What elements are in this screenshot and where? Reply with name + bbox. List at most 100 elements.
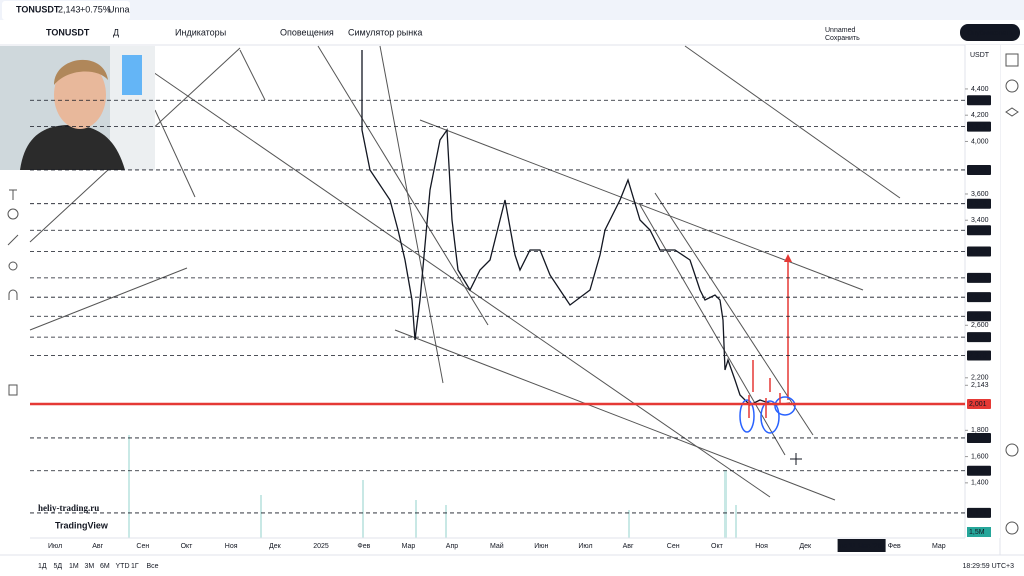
price-tick-label: 3,400: [971, 217, 989, 224]
price-tick-label: 2,600: [971, 322, 989, 329]
current-price-label: 2,143: [971, 382, 989, 389]
clock: 18:29:59 UTC+3: [962, 563, 1014, 570]
time-label: Ноя: [755, 543, 768, 550]
price-tick-label: 3,600: [971, 191, 989, 198]
level-badge: [967, 292, 991, 303]
publish: Опубликовать: [967, 29, 1013, 37]
replay[interactable]: Симулятор рынка: [348, 27, 422, 37]
time-label: Апр: [446, 543, 458, 550]
volume-label: 1,5M: [969, 529, 985, 536]
range-button[interactable]: 1Д: [38, 563, 47, 570]
alerts[interactable]: Оповещения: [280, 27, 334, 37]
level-badge: [967, 225, 991, 236]
level-badge: [967, 311, 991, 322]
time-label: Окт: [711, 543, 724, 550]
tab-change: +0.75%: [80, 4, 111, 14]
time-label: Июл: [48, 543, 62, 550]
level-label: 3,526: [969, 201, 987, 208]
level-badge: [967, 272, 991, 283]
webcam: [0, 46, 155, 170]
volume-badge: [967, 527, 991, 537]
level-badge: [967, 432, 991, 443]
volume-bars: [128, 435, 737, 538]
price-tick-label: 4,400: [971, 86, 989, 93]
interval[interactable]: Д: [113, 27, 119, 37]
level-badge: [967, 121, 991, 132]
level-badge: [967, 164, 991, 175]
price-tick-label: 4,000: [971, 138, 989, 145]
time-label: Дек: [269, 543, 282, 550]
tab-rest: Unna: [108, 4, 130, 14]
level-label: 2,510: [969, 334, 987, 341]
range-button[interactable]: 3М: [85, 563, 95, 570]
time-cursor-badge: [837, 539, 886, 552]
range-button[interactable]: 1Г: [131, 563, 139, 570]
price-tick-label: 1,800: [971, 427, 989, 434]
time-label: Авг: [92, 543, 103, 550]
time-label: Авг: [623, 543, 634, 550]
left-tools: [0, 170, 28, 540]
toolbar: [0, 20, 1024, 45]
publish-button[interactable]: [960, 24, 1020, 41]
level-badge: [967, 398, 991, 409]
level-badge: [967, 507, 991, 518]
price-tick-label: 1,400: [971, 480, 989, 487]
time-label: 2025: [313, 543, 329, 550]
tab-bar: [0, 0, 1024, 20]
tool-icons: [7, 189, 19, 396]
range-button[interactable]: 6М: [100, 563, 110, 570]
time-label: Фев: [888, 543, 901, 550]
tab-price: 2,143: [58, 4, 81, 14]
trend-lines: [29, 45, 901, 501]
sidebar-icons: [1005, 53, 1019, 535]
time-label: Июл: [578, 543, 592, 550]
time-label: вс 11 Янв '26: [840, 543, 882, 550]
watermark-brand: TradingView: [55, 520, 109, 530]
price-path: [361, 50, 791, 406]
range-button[interactable]: 1М: [69, 563, 79, 570]
range-button[interactable]: Все: [147, 563, 159, 570]
price-tick-label: 2,200: [971, 375, 989, 382]
level-label: 3,783: [969, 167, 987, 174]
level-label: 1,742: [969, 435, 987, 442]
symbol[interactable]: TONUSDT: [46, 27, 90, 37]
time-label: Окт: [181, 543, 194, 550]
time-label: Сен: [667, 543, 680, 550]
time-label: Дек: [799, 543, 812, 550]
tab-title: TONUSDT: [16, 4, 60, 14]
layout-name[interactable]: Unnamed: [825, 27, 855, 34]
bottom-bar: [0, 555, 1024, 576]
level-label: 1,492: [969, 468, 987, 475]
level-badge: [967, 350, 991, 361]
level-label: 2,370: [969, 352, 987, 359]
price-tick-label: 1,600: [971, 453, 989, 460]
layout-status: Сохранить: [825, 35, 860, 42]
range-button[interactable]: 5Д: [54, 563, 63, 570]
level-label: 3,162: [969, 248, 987, 255]
time-label: Сен: [136, 543, 149, 550]
time-label: Июн: [534, 543, 548, 550]
level-label: 2,961: [969, 275, 987, 282]
time-label: Май: [490, 542, 504, 550]
level-label: 2,001: [969, 401, 987, 408]
level-label: 4,314: [969, 97, 987, 104]
time-label: Ноя: [225, 543, 238, 550]
level-badge: [967, 246, 991, 257]
level-label: 1,171: [969, 510, 987, 517]
level-badge: [967, 95, 991, 106]
level-label: 2,669: [969, 313, 987, 320]
watermark-site: heliy-trading.ru: [38, 503, 99, 513]
time-label: Фев: [357, 543, 370, 550]
indicators[interactable]: Индикаторы: [175, 27, 226, 37]
time-label: Мар: [402, 543, 416, 550]
price-tick-label: 4,200: [971, 112, 989, 119]
right-sidebar: [1000, 45, 1024, 555]
level-label: 2,814: [969, 294, 987, 301]
annotations: [739, 254, 802, 465]
level-label: 4,113: [969, 123, 986, 130]
range-button[interactable]: YTD: [116, 563, 130, 570]
tab[interactable]: [2, 1, 130, 20]
level-label: 3,324: [969, 227, 987, 234]
